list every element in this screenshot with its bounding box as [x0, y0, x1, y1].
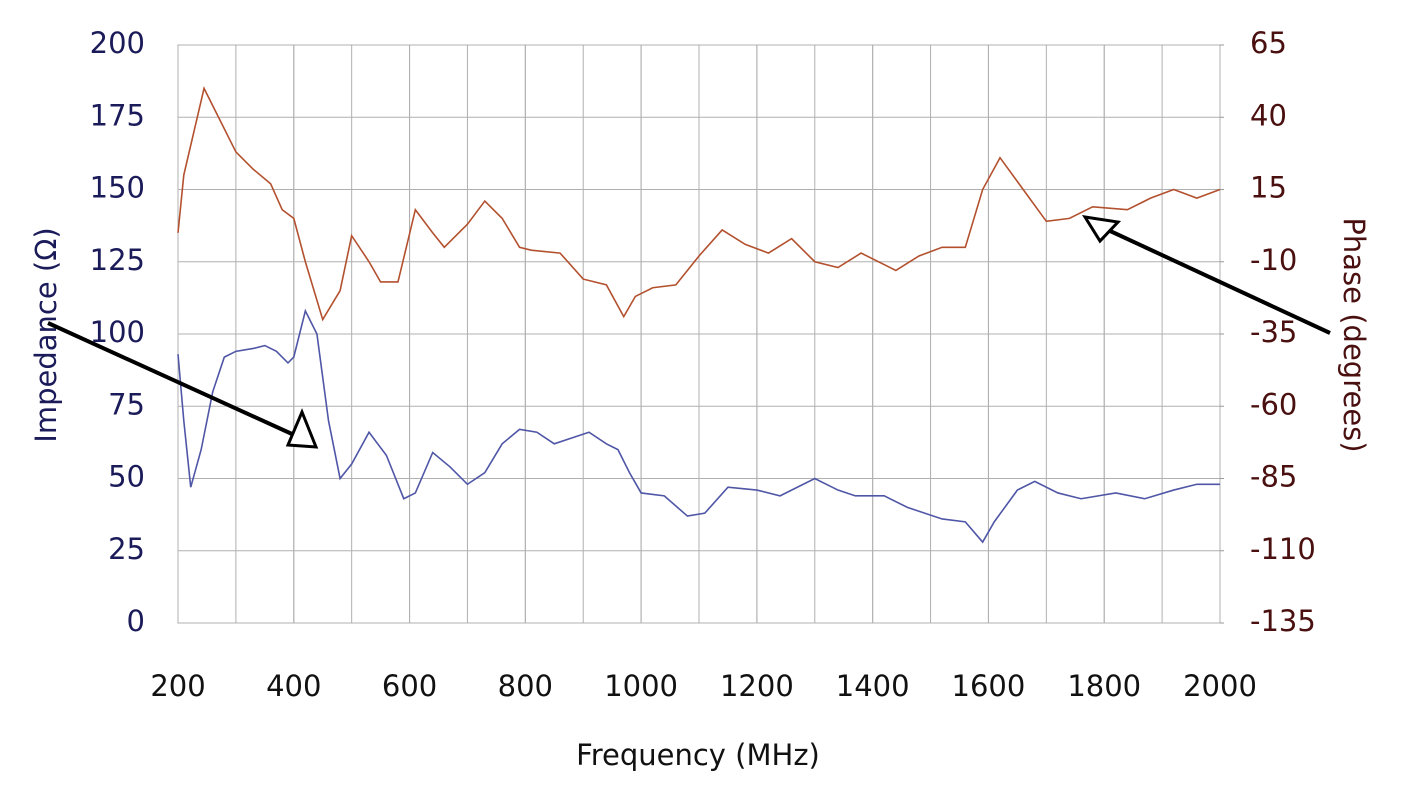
- y2-tick-label: -110: [1250, 532, 1316, 566]
- x-tick-label: 1000: [604, 669, 678, 703]
- x-tick-label: 600: [382, 669, 437, 703]
- y-tick-label: 100: [90, 315, 145, 349]
- y2-tick-label: -85: [1250, 460, 1297, 494]
- x-tick-label: 1400: [836, 669, 910, 703]
- y-tick-label: 200: [90, 26, 145, 60]
- arrow-head: [285, 408, 319, 449]
- x-tick-label: 800: [498, 669, 553, 703]
- y-tick-label: 125: [90, 243, 145, 277]
- x-tick-label: 1600: [952, 669, 1026, 703]
- y2-tick-label: -60: [1250, 387, 1297, 421]
- arrow-shaft: [1107, 228, 1331, 335]
- y2-tick-label: -135: [1250, 604, 1316, 638]
- y-tick-label: 25: [108, 532, 145, 566]
- arrow-head: [1081, 215, 1122, 244]
- y2-tick-label: -10: [1250, 243, 1297, 277]
- y2-tick-label: 15: [1250, 171, 1287, 205]
- y-tick-label: 150: [90, 171, 145, 205]
- y-tick-label: 75: [108, 387, 145, 421]
- data-line: [177, 86, 1221, 322]
- y2-tick-label: 40: [1250, 98, 1287, 132]
- y-axis-label: Impedance (Ω): [29, 227, 63, 442]
- y-tick-label: 50: [108, 460, 145, 494]
- arrow-shaft: [47, 321, 293, 436]
- x-tick-label: 400: [266, 669, 321, 703]
- x-tick-label: 2000: [1183, 669, 1257, 703]
- y2-tick-label: 65: [1250, 26, 1287, 60]
- y2-tick-label: -35: [1250, 315, 1297, 349]
- x-axis-label: Frequency (MHz): [576, 738, 820, 772]
- data-line: [177, 308, 1220, 544]
- x-tick-label: 1800: [1067, 669, 1141, 703]
- y2-axis-label: Phase (degrees): [1337, 217, 1371, 452]
- x-tick-label: 1200: [720, 669, 794, 703]
- x-tick-label: 200: [150, 669, 205, 703]
- y-tick-label: 175: [90, 98, 145, 132]
- y-tick-label: 0: [127, 604, 145, 638]
